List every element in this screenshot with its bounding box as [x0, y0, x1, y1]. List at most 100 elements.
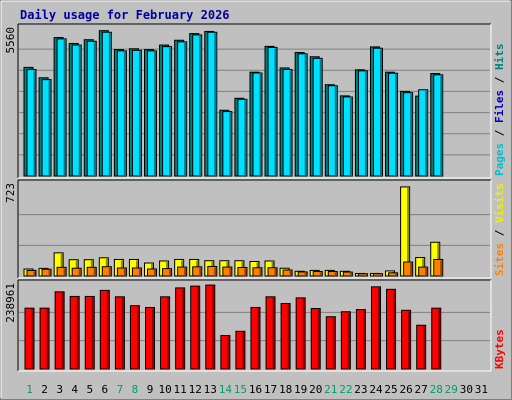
axis-title-part: Pages	[493, 143, 506, 176]
bar-kbytes-kbytes-day-2	[39, 307, 50, 370]
bar-visits-sites-day-19	[297, 271, 308, 277]
x-tick-label-day-24: 24	[369, 383, 383, 396]
bar-visits-sites-day-21	[327, 271, 338, 277]
bar-hits-pages-day-27	[418, 89, 429, 177]
axis-title-part: Sites	[493, 243, 506, 276]
x-tick-label-day-4: 4	[71, 383, 78, 396]
x-tick-label-day-5: 5	[86, 383, 93, 396]
bar-visits-sites-day-18	[282, 269, 293, 277]
bar-hits-pages-day-12	[192, 34, 203, 177]
bar-kbytes-kbytes-day-3	[54, 291, 65, 370]
x-tick-label-day-7: 7	[117, 383, 124, 396]
axis-title-part: KBytes	[493, 329, 506, 369]
x-tick-label-day-2: 2	[41, 383, 48, 396]
bar-hits-pages-day-22	[342, 96, 353, 177]
bar-kbytes-kbytes-day-8	[129, 305, 140, 370]
x-tick-label-day-1: 1	[26, 383, 33, 396]
x-tick-label-day-3: 3	[56, 383, 63, 396]
y-max-label-hits: 5560	[4, 27, 17, 54]
bar-kbytes-kbytes-day-11	[175, 287, 186, 370]
bar-kbytes-kbytes-day-19	[295, 297, 306, 370]
bar-hits-pages-day-26	[403, 92, 414, 177]
bar-hits-pages-day-13	[207, 31, 218, 177]
bar-visits-sites-day-23	[357, 273, 368, 277]
bar-hits-pages-day-6	[101, 31, 112, 177]
axis-title-part: /	[493, 223, 506, 243]
bar-visits-sites-day-2	[41, 268, 52, 277]
x-tick-label-day-27: 27	[415, 383, 428, 396]
y-max-label-visits: 723	[4, 183, 17, 203]
bar-visits-sites-day-6	[101, 266, 112, 277]
bar-hits-pages-day-5	[86, 40, 97, 177]
bar-visits-sites-day-28	[433, 258, 444, 277]
bar-kbytes-kbytes-day-12	[190, 285, 201, 370]
bar-kbytes-kbytes-day-28	[431, 307, 442, 370]
bar-kbytes-kbytes-day-22	[340, 311, 351, 370]
bar-hits-pages-day-25	[388, 72, 399, 177]
bar-visits-sites-day-3	[56, 266, 67, 277]
bar-hits-pages-day-7	[116, 50, 127, 177]
bar-visits-sites-day-4	[71, 267, 82, 277]
bar-visits-sites-day-17	[267, 267, 278, 277]
axis-title-visits: Sites / Visits	[493, 183, 506, 276]
bar-visits-sites-day-22	[342, 271, 353, 277]
bar-visits-sites-day-12	[192, 266, 203, 277]
bar-kbytes-kbytes-day-24	[370, 286, 381, 370]
x-tick-label-day-21: 21	[324, 383, 337, 396]
x-tick-label-day-28: 28	[430, 383, 443, 396]
axis-title-part: Visits	[493, 183, 506, 223]
bar-kbytes-kbytes-day-18	[280, 303, 291, 370]
x-tick-label-day-15: 15	[234, 383, 247, 396]
bar-hits-pages-day-9	[147, 50, 158, 177]
x-tick-label-day-8: 8	[132, 383, 139, 396]
x-tick-label-day-14: 14	[219, 383, 233, 396]
x-tick-label-day-11: 11	[174, 383, 187, 396]
axis-title-part: Hits	[493, 44, 506, 71]
bar-hits-pages-day-1	[26, 69, 37, 177]
x-tick-label-day-22: 22	[339, 383, 352, 396]
bar-kbytes-kbytes-day-21	[325, 316, 336, 370]
bar-hits-pages-day-21	[327, 85, 338, 177]
bar-kbytes-kbytes-day-15	[235, 330, 246, 370]
bar-kbytes-kbytes-day-7	[114, 296, 125, 370]
bar-hits-pages-day-24	[372, 47, 383, 177]
bar-hits-pages-day-15	[237, 98, 248, 177]
x-tick-label-day-16: 16	[249, 383, 262, 396]
bar-kbytes-kbytes-day-17	[265, 296, 276, 370]
bar-hits-pages-day-20	[312, 57, 323, 177]
x-tick-label-day-12: 12	[189, 383, 202, 396]
axis-title-kbytes: KBytes	[493, 329, 506, 369]
bar-hits-pages-day-3	[56, 38, 67, 177]
x-tick-label-day-23: 23	[354, 383, 367, 396]
bar-visits-sites-day-5	[86, 266, 97, 277]
x-tick-label-day-13: 13	[204, 383, 217, 396]
bar-hits-pages-day-2	[41, 79, 52, 177]
x-tick-label-day-25: 25	[384, 383, 397, 396]
x-tick-label-day-30: 30	[460, 383, 473, 396]
axis-title-part: /	[493, 70, 506, 90]
x-tick-label-day-29: 29	[445, 383, 458, 396]
bar-kbytes-kbytes-day-26	[401, 309, 412, 370]
x-tick-label-day-9: 9	[147, 383, 154, 396]
bar-hits-pages-day-19	[297, 53, 308, 177]
x-tick-label-day-18: 18	[279, 383, 292, 396]
axis-title-part: /	[493, 123, 506, 143]
bar-hits-pages-day-23	[357, 70, 368, 177]
x-tick-label-day-20: 20	[309, 383, 322, 396]
x-tick-label-day-19: 19	[294, 383, 307, 396]
bar-visits-sites-day-15	[237, 266, 248, 277]
bar-hits-pages-day-14	[222, 111, 233, 177]
bar-kbytes-kbytes-day-23	[355, 309, 366, 370]
bar-hits-pages-day-4	[71, 44, 82, 177]
bar-kbytes-kbytes-day-4	[69, 295, 80, 370]
bar-kbytes-kbytes-day-14	[220, 335, 231, 370]
axis-title-part: Files	[493, 90, 506, 123]
bar-kbytes-kbytes-day-5	[84, 295, 95, 370]
bar-hits-pages-day-17	[267, 46, 278, 177]
bar-hits-pages-day-28	[433, 74, 444, 177]
bar-visits-sites-day-20	[312, 271, 323, 277]
bar-visits-sites-day-25	[388, 272, 399, 277]
bar-visits-sites-day-16	[252, 267, 263, 277]
bar-kbytes-kbytes-day-25	[386, 288, 397, 370]
